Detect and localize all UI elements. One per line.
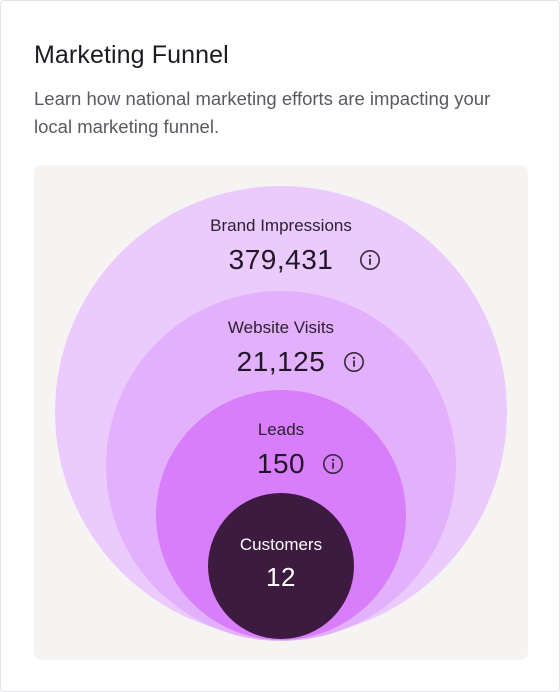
funnel-stage-customers: Customers 12 [34,535,528,595]
info-icon[interactable] [322,453,344,475]
stage-value-row: 150 [34,446,528,482]
stage-value: 379,431 [228,244,334,275]
stage-label: Leads [257,420,305,439]
stage-label: Customers [239,535,323,554]
customers-circle [208,493,354,639]
funnel-stage-website-visits: Website Visits 21,125 [34,318,528,380]
stage-label: Brand Impressions [210,216,352,235]
stage-value: 12 [266,562,296,592]
stage-value-row: 379,431 [34,242,528,278]
stage-label: Website Visits [227,318,335,337]
stage-value: 21,125 [236,346,326,377]
funnel-stage-leads: Leads 150 [34,420,528,482]
card-title: Marketing Funnel [34,41,229,69]
card-subtitle: Learn how national marketing efforts are… [34,88,491,137]
stage-value: 150 [256,448,306,479]
funnel-panel: Brand Impressions 379,431 Website Visits… [34,165,528,660]
info-icon[interactable] [359,249,381,271]
stage-value-row: 21,125 [34,344,528,380]
info-icon[interactable] [343,351,365,373]
funnel-stage-brand-impressions: Brand Impressions 379,431 [34,216,528,278]
stage-value-row: 12 [34,559,528,595]
